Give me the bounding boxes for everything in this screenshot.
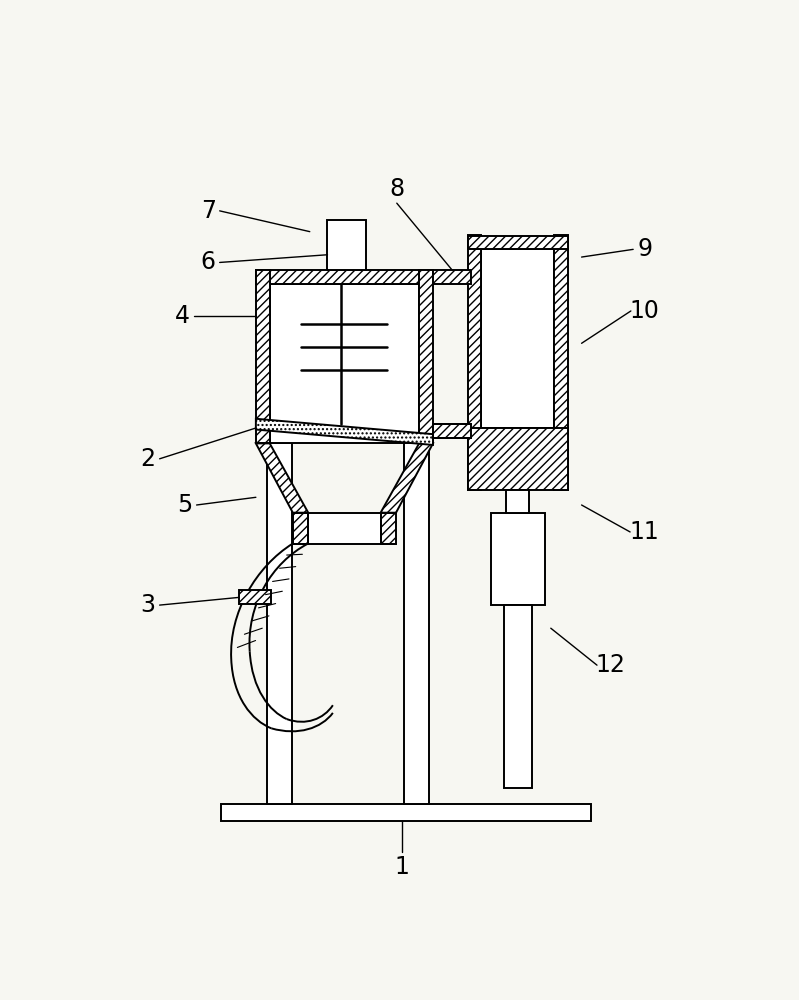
Bar <box>467 235 568 249</box>
Bar <box>268 443 292 804</box>
Text: 6: 6 <box>201 250 216 274</box>
Bar <box>467 428 568 490</box>
Bar <box>554 235 568 490</box>
Bar <box>256 270 433 284</box>
Text: 1: 1 <box>395 855 410 879</box>
Bar <box>308 513 380 544</box>
Bar <box>380 513 396 544</box>
Bar <box>419 270 433 443</box>
Text: 11: 11 <box>630 520 660 544</box>
Bar <box>433 424 471 438</box>
Text: 10: 10 <box>630 299 660 323</box>
Bar <box>506 490 529 513</box>
Bar <box>404 443 429 804</box>
Polygon shape <box>256 443 308 513</box>
Bar <box>482 249 554 428</box>
Bar <box>504 605 531 788</box>
Bar <box>433 270 471 284</box>
Text: 12: 12 <box>595 653 625 677</box>
Bar <box>491 513 545 605</box>
Polygon shape <box>380 443 433 513</box>
Bar <box>221 804 590 821</box>
Bar <box>270 284 419 443</box>
Text: 9: 9 <box>638 237 652 261</box>
Bar <box>256 270 270 443</box>
Text: 5: 5 <box>177 493 193 517</box>
Bar <box>239 590 272 604</box>
Text: 8: 8 <box>389 177 404 201</box>
Text: 7: 7 <box>201 199 216 223</box>
Bar <box>467 235 482 490</box>
Polygon shape <box>256 419 433 445</box>
Bar <box>328 220 366 270</box>
Text: 3: 3 <box>141 593 156 617</box>
Text: 4: 4 <box>175 304 190 328</box>
Text: 2: 2 <box>141 447 156 471</box>
Bar <box>292 513 308 544</box>
